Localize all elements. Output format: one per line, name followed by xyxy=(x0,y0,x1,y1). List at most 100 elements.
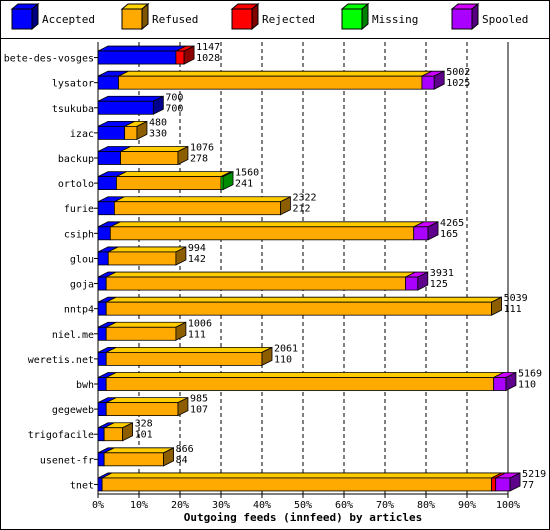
bar-tsukuba-accepted xyxy=(97,100,154,115)
bar-usenet-fr-accepted xyxy=(97,452,105,467)
data-label-accepted-backup: 278 xyxy=(190,154,208,165)
data-label-accepted-niel-me: 111 xyxy=(188,329,206,340)
bar-glou-refused-side xyxy=(175,246,187,266)
y-tick-label-niel-me: niel.me xyxy=(52,330,94,341)
x-tick-label: 60% xyxy=(335,500,353,511)
bar-tsukuba-accepted-top xyxy=(97,95,164,102)
y-tick-label-backup: backup xyxy=(58,154,94,165)
y-tick-label-tsukuba: tsukuba xyxy=(52,104,94,115)
bar-bete-des-vosges-accepted xyxy=(97,50,177,65)
bar-group-trigofacile xyxy=(97,422,134,442)
bar-tnet-spooled xyxy=(495,477,511,492)
bar-trigofacile-refused-side xyxy=(122,422,134,442)
bar-backup-accepted xyxy=(97,151,121,165)
bar-usenet-fr-refused-top xyxy=(103,447,174,454)
bar-tsukuba-accepted-side xyxy=(152,95,164,115)
bar-furie-refused-side xyxy=(280,196,291,216)
data-label-total-trigofacile: 328 xyxy=(135,419,153,430)
bar-gegeweb-refused-side xyxy=(177,396,189,417)
bar-ortolo-refused-top xyxy=(116,171,232,178)
y-tick-label-usenet-fr: usenet-fr xyxy=(40,455,94,466)
y-tick-label-bete-des-vosges: bete-des-vosges xyxy=(4,54,94,65)
y-tick-label-furie: furie xyxy=(64,204,94,215)
bar-group-furie xyxy=(97,196,291,216)
x-tick-label: 30% xyxy=(212,500,230,511)
bar-nntp4-accepted xyxy=(97,301,107,316)
x-tick-label: 70% xyxy=(376,500,394,511)
bar-ortolo-missing-side xyxy=(222,170,234,191)
bar-csiph-accepted xyxy=(97,226,111,241)
data-label-total-usenet-fr: 866 xyxy=(176,444,194,455)
bar-izac-refused xyxy=(124,125,138,140)
data-label-total-csiph: 4265 xyxy=(440,218,464,229)
bar-niel-me-accepted xyxy=(97,326,107,341)
bar-ortolo-refused xyxy=(116,176,222,191)
bar-bwh-spooled-side xyxy=(505,371,517,392)
bar-furie-refused xyxy=(114,201,281,216)
bar-trigofacile-refused xyxy=(103,427,124,442)
bar-izac-refused-side xyxy=(136,120,148,141)
bar-niel-me-refused-side xyxy=(175,321,187,341)
y-tick-label-bwh: bwh xyxy=(76,380,94,391)
data-label-accepted-ortolo: 241 xyxy=(235,179,253,190)
bar-group-bete-des-vosges xyxy=(97,45,195,65)
bar-csiph-refused-top xyxy=(110,221,424,228)
bar-backup-refused-top xyxy=(120,146,189,152)
bar-group-izac xyxy=(97,120,148,141)
y-tick-label-izac: izac xyxy=(70,129,94,140)
data-label-accepted-furie: 212 xyxy=(292,204,310,215)
bar-lysator-spooled-side xyxy=(433,70,445,90)
bar-glou-refused xyxy=(107,251,177,266)
data-label-total-izac: 480 xyxy=(149,117,167,128)
bar-ortolo-accepted xyxy=(97,176,117,191)
bar-backup-refused xyxy=(120,151,179,165)
y-tick-label-csiph: csiph xyxy=(64,229,94,240)
x-tick-label: 50% xyxy=(294,500,312,511)
bar-group-backup xyxy=(97,145,189,166)
bar-tnet-rejected xyxy=(491,477,497,492)
y-tick-label-nntp4: nntp4 xyxy=(64,305,94,316)
bar-nntp4-refused-top xyxy=(106,296,502,303)
bar-group-goja xyxy=(97,271,429,291)
x-tick-label: 90% xyxy=(458,500,476,511)
bar-trigofacile-accepted xyxy=(97,427,105,442)
bar-lysator-accepted xyxy=(97,75,119,90)
data-label-total-lysator: 5002 xyxy=(446,67,470,78)
data-label-accepted-izac: 330 xyxy=(149,128,167,139)
data-label-total-nntp4: 5039 xyxy=(504,293,528,304)
legend-separator xyxy=(0,38,550,39)
data-label-accepted-trigofacile: 101 xyxy=(135,430,153,441)
bar-furie-refused-top xyxy=(114,196,291,203)
bar-usenet-fr-refused xyxy=(103,452,165,467)
data-label-accepted-bete-des-vosges: 1028 xyxy=(196,53,220,64)
data-label-total-weretis-net: 2061 xyxy=(274,343,298,354)
x-axis-title: Outgoing feeds (innfeed) by articles xyxy=(184,511,422,524)
y-tick-label-weretis-net: weretis.net xyxy=(28,355,94,366)
data-label-accepted-tsukuba: 700 xyxy=(165,103,183,114)
bar-tnet-refused-top xyxy=(101,472,502,479)
bar-group-nntp4 xyxy=(97,296,503,316)
bar-bwh-spooled xyxy=(493,377,507,391)
bar-goja-refused xyxy=(105,276,406,291)
bar-bwh-refused-top xyxy=(106,372,504,378)
legend: Accepted Refused Rejected Missing Spoole… xyxy=(0,0,550,38)
bar-niel-me-refused-top xyxy=(106,321,187,328)
bar-goja-spooled xyxy=(405,276,419,291)
bar-bwh-refused xyxy=(105,377,495,391)
bar-backup-refused-side xyxy=(177,145,189,166)
x-ticks: 0% 10% 20% 30% 40% 50% 60% 70% 80% 90% 100% xyxy=(92,494,520,511)
data-label-total-bete-des-vosges: 1147 xyxy=(196,42,220,53)
bar-group-lysator xyxy=(97,70,445,90)
bar-csiph-spooled xyxy=(413,226,429,241)
data-label-accepted-csiph: 165 xyxy=(440,229,458,240)
bar-gegeweb-refused xyxy=(105,402,179,417)
data-label-total-backup: 1076 xyxy=(190,143,214,154)
bar-bete-des-vosges-rejected xyxy=(175,50,185,65)
bar-group-weretis-net xyxy=(97,346,273,367)
y-tick-label-gegeweb: gegeweb xyxy=(52,405,94,416)
data-label-total-glou: 994 xyxy=(188,243,206,254)
bar-gegeweb-accepted xyxy=(97,402,107,417)
bar-group-ortolo xyxy=(97,170,234,191)
